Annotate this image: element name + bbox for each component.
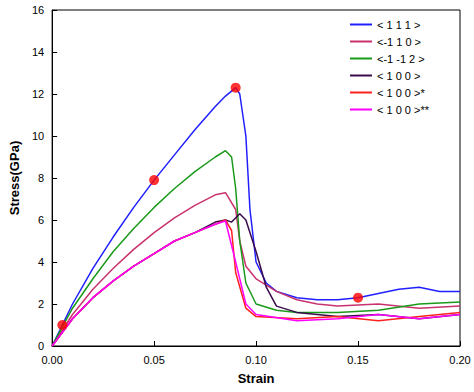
- svg-text:2: 2: [38, 298, 44, 310]
- svg-text:< 1 0 0 >**: < 1 0 0 >**: [377, 104, 430, 116]
- svg-text:0.00: 0.00: [41, 354, 62, 366]
- svg-text:Stress(GPa): Stress(GPa): [7, 141, 22, 215]
- svg-text:< 1 0 0 >*: < 1 0 0 >*: [377, 87, 425, 99]
- svg-text:0.15: 0.15: [347, 354, 368, 366]
- svg-text:8: 8: [38, 172, 44, 184]
- svg-text:<-1 -1 2 >: <-1 -1 2 >: [377, 53, 425, 65]
- svg-text:< 1 0 0 >: < 1 0 0 >: [377, 70, 420, 82]
- svg-text:0.20: 0.20: [449, 354, 470, 366]
- svg-text:0: 0: [38, 340, 44, 352]
- svg-text:< 1 1 1 >: < 1 1 1 >: [377, 19, 420, 31]
- svg-text:4: 4: [38, 256, 44, 268]
- svg-text:0.05: 0.05: [143, 354, 164, 366]
- svg-text:0.10: 0.10: [245, 354, 266, 366]
- svg-text:16: 16: [32, 4, 44, 16]
- svg-text:12: 12: [32, 88, 44, 100]
- svg-text:10: 10: [32, 130, 44, 142]
- svg-text:Strain: Strain: [238, 371, 275, 386]
- svg-text:14: 14: [32, 46, 44, 58]
- svg-text:6: 6: [38, 214, 44, 226]
- svg-text:<-1 1 0 >: <-1 1 0 >: [377, 36, 421, 48]
